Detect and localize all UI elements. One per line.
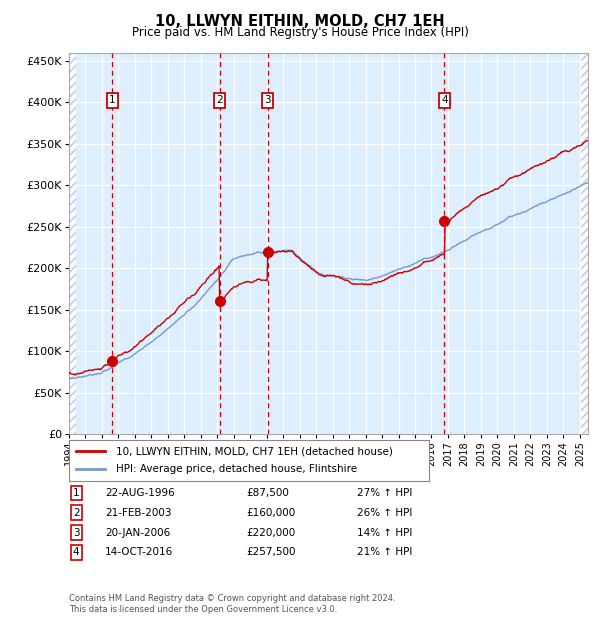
Text: 26% ↑ HPI: 26% ↑ HPI xyxy=(357,508,412,518)
Text: This data is licensed under the Open Government Licence v3.0.: This data is licensed under the Open Gov… xyxy=(69,604,337,614)
Text: 3: 3 xyxy=(264,95,271,105)
Text: 21% ↑ HPI: 21% ↑ HPI xyxy=(357,547,412,557)
Text: £220,000: £220,000 xyxy=(246,528,295,538)
Text: 27% ↑ HPI: 27% ↑ HPI xyxy=(357,488,412,498)
Text: 10, LLWYN EITHIN, MOLD, CH7 1EH: 10, LLWYN EITHIN, MOLD, CH7 1EH xyxy=(155,14,445,29)
Text: 1: 1 xyxy=(73,488,80,498)
Text: 20-JAN-2006: 20-JAN-2006 xyxy=(105,528,170,538)
Text: £257,500: £257,500 xyxy=(246,547,296,557)
Text: 2: 2 xyxy=(73,508,80,518)
Text: £160,000: £160,000 xyxy=(246,508,295,518)
Text: 4: 4 xyxy=(441,95,448,105)
Text: 14% ↑ HPI: 14% ↑ HPI xyxy=(357,528,412,538)
Text: £87,500: £87,500 xyxy=(246,488,289,498)
Text: 2: 2 xyxy=(216,95,223,105)
Text: Price paid vs. HM Land Registry's House Price Index (HPI): Price paid vs. HM Land Registry's House … xyxy=(131,26,469,39)
Text: 3: 3 xyxy=(73,528,80,538)
Text: 21-FEB-2003: 21-FEB-2003 xyxy=(105,508,172,518)
Text: 4: 4 xyxy=(73,547,80,557)
Text: 1: 1 xyxy=(109,95,116,105)
Text: 14-OCT-2016: 14-OCT-2016 xyxy=(105,547,173,557)
Text: HPI: Average price, detached house, Flintshire: HPI: Average price, detached house, Flin… xyxy=(116,464,357,474)
Text: Contains HM Land Registry data © Crown copyright and database right 2024.: Contains HM Land Registry data © Crown c… xyxy=(69,593,395,603)
Text: 22-AUG-1996: 22-AUG-1996 xyxy=(105,488,175,498)
Text: 10, LLWYN EITHIN, MOLD, CH7 1EH (detached house): 10, LLWYN EITHIN, MOLD, CH7 1EH (detache… xyxy=(116,446,392,456)
